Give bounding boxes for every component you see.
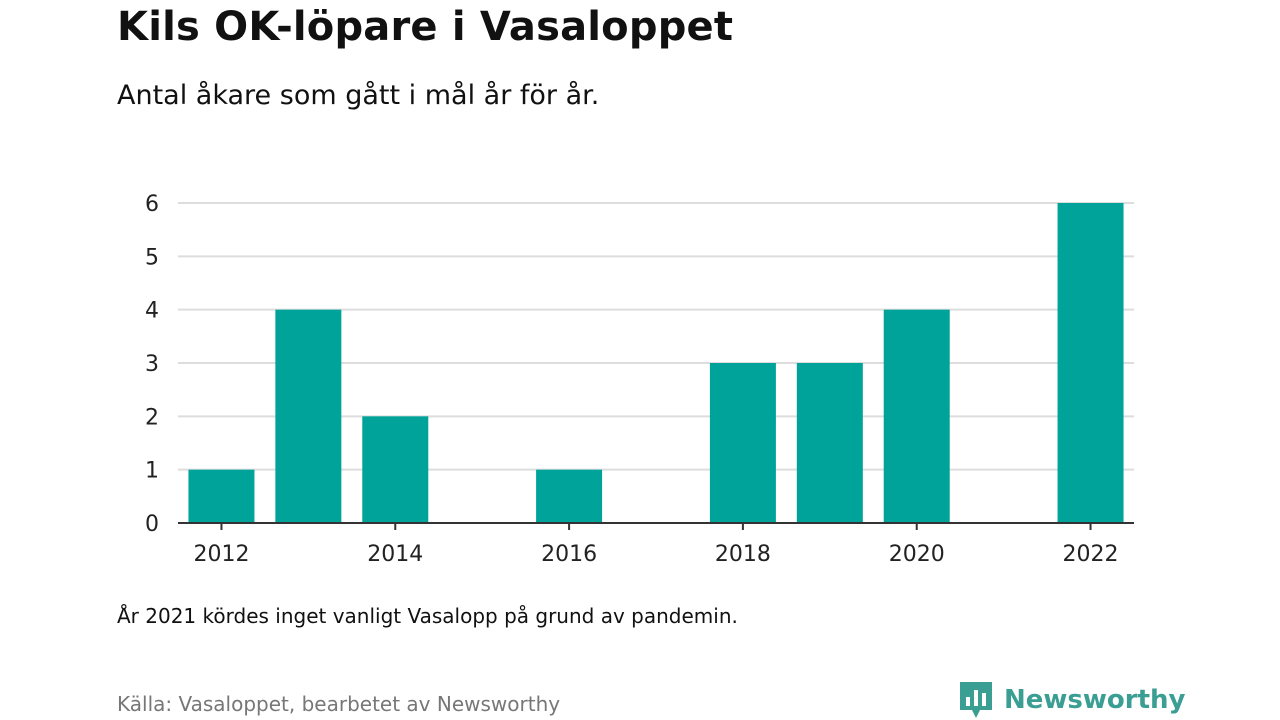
x-tick-label: 2020: [889, 542, 945, 567]
bar-2019: [796, 363, 863, 523]
y-tick-label: 3: [145, 352, 159, 377]
chart-subtitle: Antal åkare som gått i mål år för år.: [117, 80, 600, 111]
chart-title: Kils OK-löpare i Vasaloppet: [117, 4, 734, 50]
y-axis-ticks: 0 1 2 3 4 5 6: [145, 192, 159, 537]
bar-2016: [536, 469, 603, 523]
bar-2018: [709, 363, 776, 523]
y-tick-label: 6: [145, 192, 159, 217]
bars: [188, 203, 1124, 523]
newsworthy-logo-icon: [960, 682, 992, 718]
y-tick-label: 0: [145, 512, 159, 537]
x-tick-label: 2014: [367, 542, 423, 567]
newsworthy-brand[interactable]: Newsworthy: [958, 680, 1185, 720]
x-tick-label: 2018: [715, 542, 771, 567]
chart-note: År 2021 kördes inget vanligt Vasalopp på…: [117, 604, 738, 628]
bar-2020: [883, 309, 950, 523]
y-tick-label: 4: [145, 299, 159, 324]
source-credit: Källa: Vasaloppet, bearbetet av Newswort…: [117, 692, 561, 716]
x-axis-ticks: 2012 2014 2016 2018 2020 2022: [193, 523, 1119, 567]
x-tick-label: 2022: [1063, 542, 1119, 567]
brand-name: Newsworthy: [1004, 685, 1186, 715]
bar-2013: [275, 309, 342, 523]
bar-2012: [188, 469, 255, 523]
y-tick-label: 5: [145, 245, 159, 270]
x-tick-label: 2012: [193, 542, 249, 567]
bar-2014: [362, 416, 429, 523]
y-tick-label: 2: [145, 405, 159, 430]
y-tick-label: 1: [145, 459, 159, 484]
x-tick-label: 2016: [541, 542, 597, 567]
bar-2022: [1057, 203, 1124, 523]
